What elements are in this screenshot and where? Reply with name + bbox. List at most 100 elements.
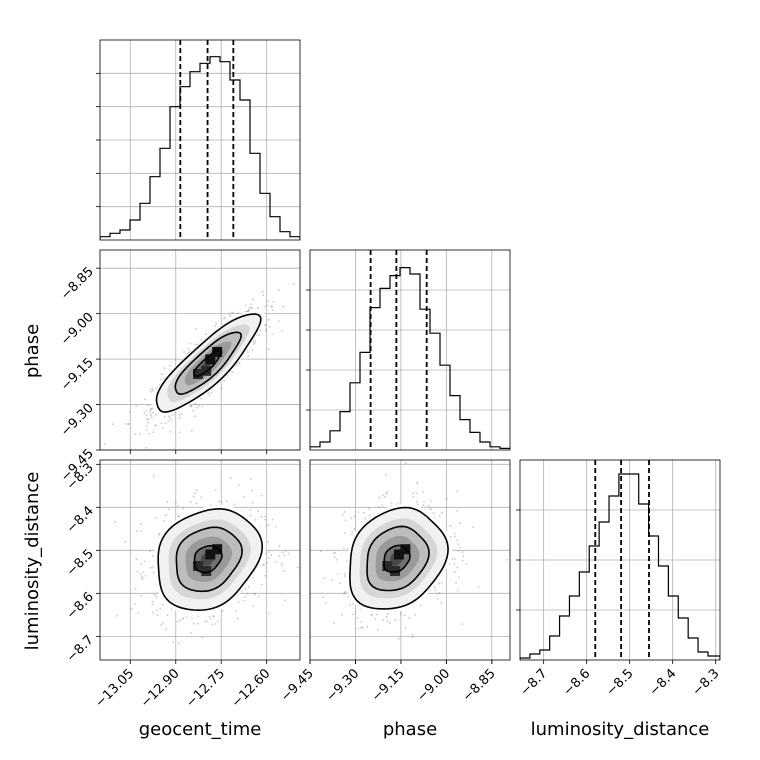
scatter-point	[343, 511, 346, 513]
scatter-point	[268, 612, 271, 615]
scatter-point	[362, 511, 365, 514]
scatter-point	[152, 411, 155, 414]
scatter-point	[385, 615, 388, 618]
scatter-point	[264, 575, 266, 577]
scatter-point	[368, 507, 370, 510]
y-tick-label-luminosity-distance: −8.6	[64, 590, 97, 623]
scatter-point	[210, 618, 213, 620]
scatter-point	[153, 594, 156, 596]
scatter-point	[260, 515, 263, 518]
scatter-point	[264, 324, 267, 326]
scatter-point	[253, 342, 256, 344]
histogram-step-luminosity-distance	[520, 473, 720, 660]
scatter-point	[207, 392, 210, 394]
contour-level-0	[193, 544, 223, 574]
density-pixel	[393, 549, 404, 560]
scatter-point	[233, 503, 236, 506]
scatter-point	[256, 510, 259, 513]
scatter-point	[139, 573, 142, 575]
density-fill	[154, 504, 267, 615]
scatter-point	[267, 540, 270, 543]
scatter-point	[333, 556, 336, 558]
scatter-point	[319, 550, 322, 553]
density-pixel	[201, 565, 212, 576]
scatter-point	[462, 555, 465, 557]
scatter-point	[192, 495, 195, 498]
scatter-point	[343, 575, 346, 578]
scatter-point	[165, 514, 167, 517]
scatter-point	[189, 342, 192, 345]
scatter-point	[155, 596, 158, 599]
scatter-point	[196, 406, 198, 409]
x-tick-label-geocent-time: −12.75	[183, 666, 228, 711]
panel-frame	[309, 249, 511, 451]
scatter-point	[182, 617, 184, 619]
scatter-point	[195, 489, 198, 492]
scatter-point	[397, 637, 400, 640]
density-layer	[114, 475, 299, 645]
scatter-point	[400, 612, 403, 614]
scatter-point	[268, 318, 270, 321]
scatter-point	[230, 477, 233, 480]
scatter-point	[238, 361, 240, 364]
scatter-point	[433, 586, 436, 589]
scatter-point	[438, 582, 440, 585]
scatter-point	[127, 422, 130, 425]
scatter-point	[193, 492, 196, 494]
scatter-point	[278, 289, 280, 291]
scatter-point	[274, 560, 277, 563]
scatter-point	[129, 411, 131, 414]
scatter-point	[210, 392, 213, 394]
scatter-point	[145, 418, 148, 421]
scatter-point	[377, 628, 379, 631]
scatter-point	[169, 430, 172, 433]
scatter-point	[341, 614, 344, 616]
scatter-point	[411, 633, 414, 636]
scatter-point	[364, 517, 367, 520]
scatter-point	[324, 602, 327, 605]
scatter-point	[453, 563, 456, 566]
scatter-point	[343, 591, 346, 594]
scatter-point	[167, 420, 170, 422]
scatter-point	[150, 415, 153, 417]
scatter-point	[191, 429, 193, 432]
scatter-point	[472, 526, 474, 528]
scatter-point	[140, 575, 143, 578]
scatter-point	[168, 415, 171, 418]
scatter-point	[399, 613, 402, 616]
scatter-point	[335, 558, 338, 561]
x-tick-label-geocent-time: −12.90	[138, 666, 183, 711]
scatter-point	[151, 603, 154, 606]
scatter-point	[185, 616, 188, 619]
scatter-point	[261, 494, 264, 497]
contour-lines	[157, 508, 264, 612]
scatter-point	[271, 305, 273, 308]
scatter-point	[357, 627, 359, 630]
scatter-point	[150, 390, 153, 393]
scatter-point	[436, 597, 439, 600]
scatter-point	[134, 603, 137, 605]
scatter-point	[194, 327, 197, 330]
scatter-point	[135, 558, 138, 561]
scatter-point	[244, 588, 247, 590]
scatter-point	[252, 343, 255, 345]
contour-level-2	[155, 313, 262, 413]
scatter-point	[154, 424, 157, 427]
scatter-point	[169, 364, 171, 367]
y-tick-label-luminosity-distance: −8.4	[64, 504, 97, 537]
scatter-point	[360, 627, 363, 629]
density-pixel	[205, 549, 216, 560]
y-axis-label-phase: phase	[22, 324, 43, 378]
scatter-point	[244, 596, 247, 598]
scatter-point	[144, 446, 147, 449]
scatter-point	[264, 515, 266, 518]
density-pixel	[193, 369, 204, 380]
scatter-point	[178, 416, 181, 419]
scatter-point	[231, 311, 233, 314]
x-tick-label-phase: −9.15	[369, 666, 408, 705]
scatter-point	[449, 536, 452, 538]
scatter-point	[116, 615, 118, 617]
scatter-point	[114, 521, 117, 523]
scatter-point	[477, 586, 480, 588]
